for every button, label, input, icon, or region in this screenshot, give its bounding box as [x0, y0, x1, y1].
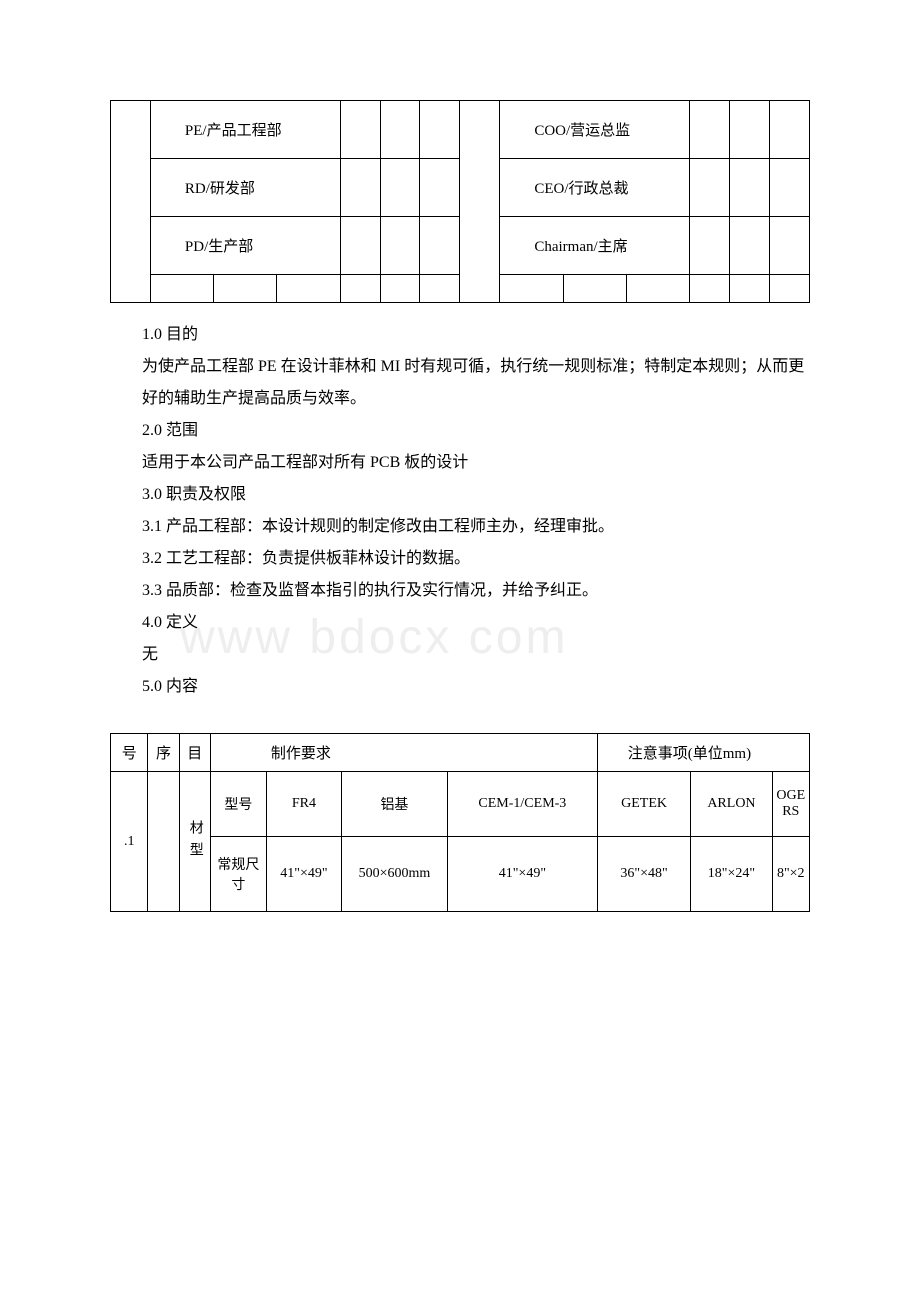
empty-cell: [690, 101, 730, 159]
left-margin-cell: [111, 101, 151, 303]
data-cell: GETEK: [597, 772, 691, 837]
data-cell: 铝基: [341, 772, 447, 837]
empty-cell: [340, 159, 380, 217]
col-header: 序: [148, 734, 179, 772]
sub-label: 常规尺寸: [210, 836, 266, 911]
empty-cell: [769, 275, 809, 303]
empty-cell: [150, 275, 213, 303]
section-title: 4.0 定义: [142, 607, 810, 639]
row-id: .1: [111, 772, 148, 912]
empty-cell: [277, 275, 340, 303]
table-row: .1 材型 型号 FR4 铝基 CEM-1/CEM-3 GETEK ARLON …: [111, 772, 810, 837]
empty-cell: [340, 101, 380, 159]
role-label: Chairman/主席: [500, 217, 690, 275]
data-cell: 8"×2: [772, 836, 810, 911]
empty-cell: [420, 217, 460, 275]
empty-cell: [340, 217, 380, 275]
empty-cell: [563, 275, 626, 303]
empty-cell: [380, 217, 420, 275]
empty-cell: [420, 275, 460, 303]
section-body: 为使产品工程部 PE 在设计菲林和 MI 时有规可循，执行统一规则标准；特制定本…: [142, 351, 810, 415]
section-body: 无: [142, 639, 810, 671]
section-title: 2.0 范围: [142, 415, 810, 447]
col-header: 注意事项(单位mm): [597, 734, 809, 772]
mid-margin-cell: [460, 101, 500, 303]
empty-cell: [380, 101, 420, 159]
empty-cell: [420, 159, 460, 217]
section-title: 1.0 目的: [142, 319, 810, 351]
category-label: 材型: [179, 772, 210, 912]
section-title: 3.0 职责及权限: [142, 479, 810, 511]
col-header: 制作要求: [210, 734, 597, 772]
col-header: 号: [111, 734, 148, 772]
section-body: 3.3 品质部：检查及监督本指引的执行及实行情况，并给予纠正。: [142, 575, 810, 607]
role-label: COO/营运总监: [500, 101, 690, 159]
empty-cell: [730, 159, 770, 217]
col-header: 目: [179, 734, 210, 772]
section-body: 适用于本公司产品工程部对所有 PCB 板的设计: [142, 447, 810, 479]
table-row: PE/产品工程部 COO/营运总监: [111, 101, 810, 159]
approval-table: PE/产品工程部 COO/营运总监 RD/研发部 CEO/行政总裁 PD/生产部…: [110, 100, 810, 303]
empty-cell: [769, 101, 809, 159]
dept-label: RD/研发部: [150, 159, 340, 217]
dept-label: PD/生产部: [150, 217, 340, 275]
sub-label: 型号: [210, 772, 266, 837]
table-row: 常规尺寸 41"×49" 500×600mm 41"×49" 36"×48" 1…: [111, 836, 810, 911]
empty-cell: [380, 159, 420, 217]
section-body: 3.2 工艺工程部：负责提供板菲林设计的数据。: [142, 543, 810, 575]
data-cell: FR4: [267, 772, 342, 837]
empty-cell: [769, 217, 809, 275]
data-cell: OGERS: [772, 772, 810, 837]
section-title: 5.0 内容: [142, 671, 810, 703]
empty-cell: [769, 159, 809, 217]
empty-cell: [420, 101, 460, 159]
data-cell: 36"×48": [597, 836, 691, 911]
data-cell: CEM-1/CEM-3: [447, 772, 597, 837]
empty-cell: [380, 275, 420, 303]
data-cell: 500×600mm: [341, 836, 447, 911]
data-cell: 41"×49": [267, 836, 342, 911]
section-body: 3.1 产品工程部：本设计规则的制定修改由工程师主办，经理审批。: [142, 511, 810, 543]
table-header-row: 号 序 目 制作要求 注意事项(单位mm): [111, 734, 810, 772]
empty-cell: [148, 772, 179, 912]
empty-cell: [690, 217, 730, 275]
dept-label: PE/产品工程部: [150, 101, 340, 159]
empty-cell: [626, 275, 689, 303]
data-cell: 18"×24": [691, 836, 772, 911]
content-table: 号 序 目 制作要求 注意事项(单位mm) .1 材型 型号 FR4 铝基 CE…: [110, 733, 810, 912]
empty-cell: [730, 275, 770, 303]
role-label: CEO/行政总裁: [500, 159, 690, 217]
text-section: 1.0 目的 为使产品工程部 PE 在设计菲林和 MI 时有规可循，执行统一规则…: [142, 319, 810, 703]
data-cell: 41"×49": [447, 836, 597, 911]
empty-cell: [690, 159, 730, 217]
empty-cell: [690, 275, 730, 303]
empty-cell: [730, 217, 770, 275]
empty-cell: [730, 101, 770, 159]
empty-cell: [214, 275, 277, 303]
empty-cell: [340, 275, 380, 303]
empty-cell: [500, 275, 563, 303]
data-cell: ARLON: [691, 772, 772, 837]
